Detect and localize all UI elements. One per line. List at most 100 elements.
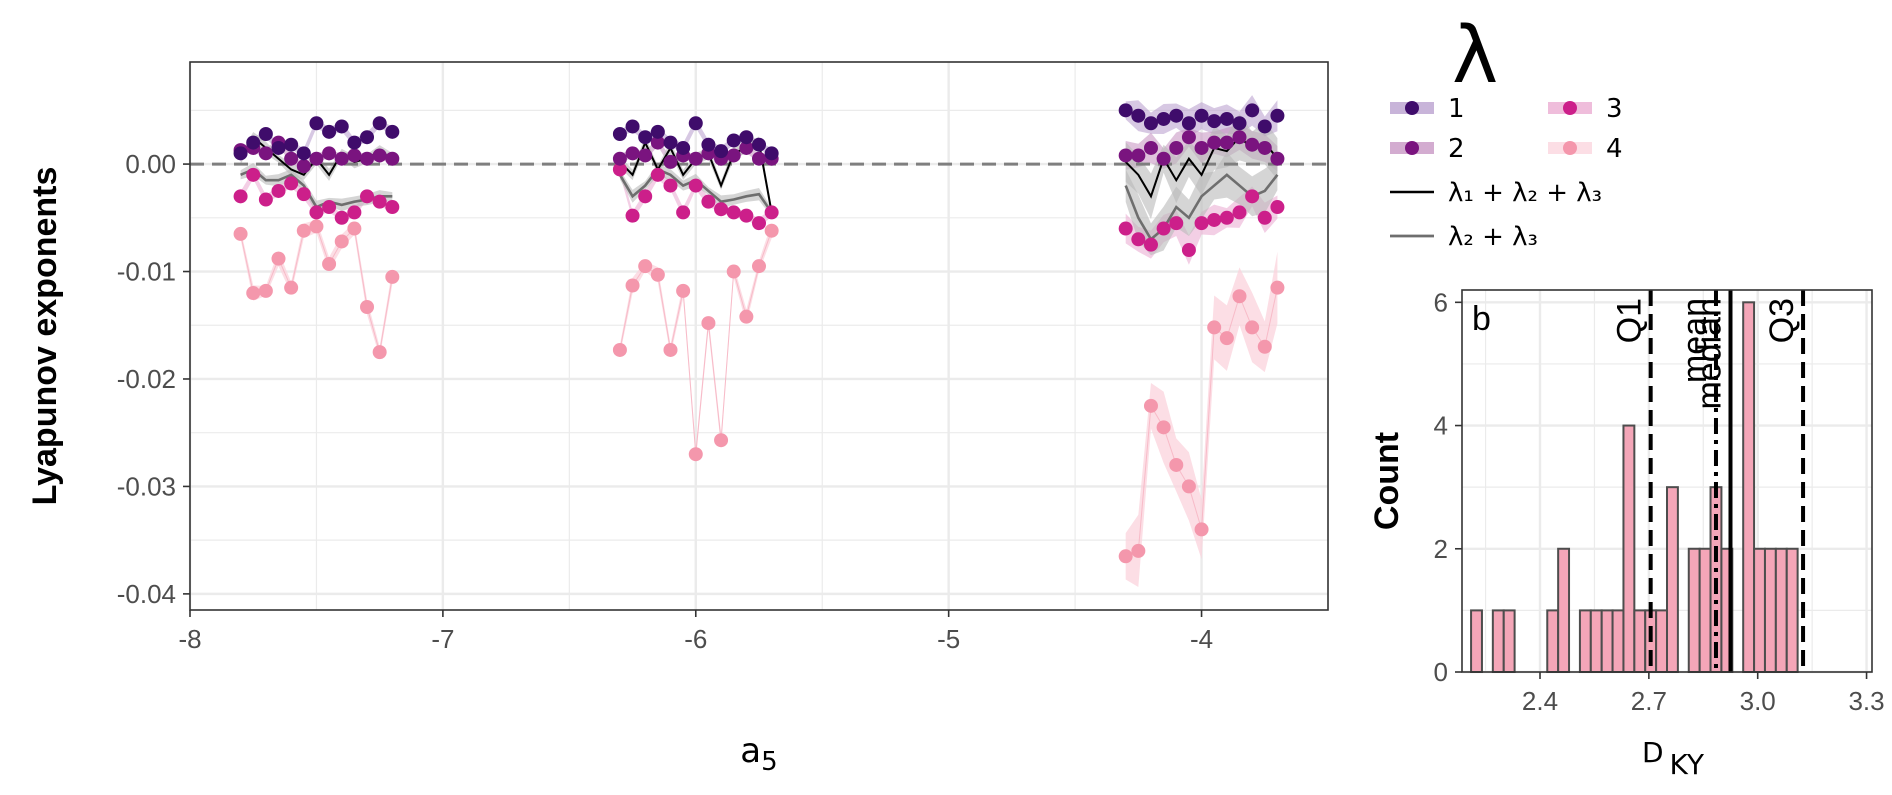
point-lambda-4 <box>1156 420 1171 435</box>
point-lambda-1 <box>676 140 691 155</box>
point-lambda-4 <box>385 269 400 284</box>
point-lambda-1 <box>688 116 703 131</box>
y-tick-label: 4 <box>1434 411 1448 441</box>
stat-label-mean: mean <box>1676 298 1714 383</box>
point-lambda-1 <box>284 137 299 152</box>
point-lambda-1 <box>309 116 324 131</box>
x-tick-label: -6 <box>684 624 707 654</box>
point-lambda-3 <box>1219 210 1234 225</box>
panel-label-b: b <box>1472 300 1491 338</box>
point-lambda-4 <box>271 251 286 266</box>
legend-label-sum-23: λ₂ + λ₃ <box>1448 222 1538 252</box>
histogram-bar <box>1655 609 1668 673</box>
point-lambda-1 <box>347 135 362 150</box>
point-lambda-2 <box>1143 140 1158 155</box>
legend-label-4: 4 <box>1606 134 1623 164</box>
point-lambda-4 <box>701 316 716 331</box>
point-lambda-3 <box>385 200 400 215</box>
point-lambda-2 <box>322 146 337 161</box>
point-lambda-2 <box>1219 135 1234 150</box>
histogram-bar <box>1491 609 1505 673</box>
plot-frame-a <box>189 61 1329 611</box>
point-lambda-3 <box>638 189 653 204</box>
point-lambda-4 <box>1207 320 1222 335</box>
histogram-bar <box>1589 609 1603 673</box>
point-lambda-2 <box>1207 135 1222 150</box>
point-lambda-3 <box>650 167 665 182</box>
point-lambda-2 <box>663 154 678 169</box>
point-lambda-3 <box>284 176 299 191</box>
point-lambda-2 <box>258 146 273 161</box>
point-lambda-3 <box>612 162 627 177</box>
legend-label-sum-123: λ₁ + λ₂ + λ₃ <box>1448 178 1602 208</box>
point-lambda-1 <box>1181 116 1196 131</box>
point-lambda-1 <box>271 140 286 155</box>
x-tick-label: 3.3 <box>1848 686 1884 716</box>
point-lambda-3 <box>372 194 387 209</box>
point-lambda-3 <box>296 187 311 202</box>
point-lambda-2 <box>334 151 349 166</box>
point-lambda-2 <box>372 148 387 163</box>
x-tick-label: -5 <box>937 624 960 654</box>
point-lambda-4 <box>676 283 691 298</box>
point-lambda-3 <box>764 205 779 220</box>
point-lambda-3 <box>360 189 375 204</box>
legend-key-point-4 <box>1563 141 1577 155</box>
histogram-bar <box>1763 547 1777 673</box>
point-lambda-1 <box>739 130 754 145</box>
point-lambda-1 <box>1194 108 1209 123</box>
y-axis-title-a: Lyapunov exponents <box>26 167 64 506</box>
point-lambda-1 <box>625 119 640 134</box>
y-tick-label: -0.01 <box>117 257 176 287</box>
point-lambda-1 <box>1207 114 1222 129</box>
point-lambda-4 <box>1194 522 1209 537</box>
point-lambda-3 <box>1181 243 1196 258</box>
histogram-bar <box>1687 547 1701 673</box>
x-axis-title-b: D KY <box>1642 736 1705 781</box>
x-tick-label: -4 <box>1190 624 1213 654</box>
point-lambda-3 <box>1245 189 1260 204</box>
point-lambda-2 <box>612 151 627 166</box>
point-lambda-2 <box>360 151 375 166</box>
point-lambda-3 <box>1194 216 1209 231</box>
legend-key-point-2 <box>1405 141 1419 155</box>
point-lambda-1 <box>1270 108 1285 123</box>
legend-label-1: 1 <box>1448 94 1465 124</box>
point-lambda-4 <box>1270 280 1285 295</box>
point-lambda-1 <box>764 146 779 161</box>
ticks-a: -8 -7 -6 -5 -4 -0.04 -0.03 -0.02 -0.01 0.00 <box>117 149 1213 654</box>
legend-label-3: 3 <box>1606 94 1623 124</box>
point-lambda-2 <box>1257 140 1272 155</box>
point-lambda-3 <box>258 192 273 207</box>
point-lambda-1 <box>1219 111 1234 126</box>
point-lambda-4 <box>233 226 248 241</box>
point-lambda-2 <box>739 140 754 155</box>
point-lambda-1 <box>1245 103 1260 118</box>
y-tick-label: -0.04 <box>117 579 176 609</box>
point-lambda-2 <box>1245 137 1260 152</box>
point-lambda-2 <box>1181 130 1196 145</box>
point-lambda-1 <box>1169 108 1184 123</box>
point-lambda-4 <box>347 221 362 236</box>
point-lambda-1 <box>233 146 248 161</box>
y-tick-label: 2 <box>1434 534 1448 564</box>
point-lambda-3 <box>663 178 678 193</box>
ticks-b: 2.4 2.7 3.0 3.3 0 2 4 6 <box>1434 287 1885 716</box>
point-lambda-1 <box>638 130 653 145</box>
point-lambda-3 <box>246 167 261 182</box>
point-lambda-1 <box>296 146 311 161</box>
stat-label-Q1: Q1 <box>1611 298 1649 343</box>
point-lambda-3 <box>688 178 703 193</box>
point-lambda-4 <box>1219 331 1234 346</box>
point-lambda-3 <box>271 183 286 198</box>
point-lambda-1 <box>726 133 741 148</box>
point-lambda-1 <box>1156 111 1171 126</box>
point-lambda-1 <box>1131 108 1146 123</box>
point-lambda-4 <box>1181 479 1196 494</box>
histogram-bars <box>1470 301 1799 674</box>
x-tick-label: 2.7 <box>1631 686 1667 716</box>
point-lambda-2 <box>1194 140 1209 155</box>
point-lambda-3 <box>739 208 754 223</box>
point-lambda-4 <box>638 259 653 274</box>
